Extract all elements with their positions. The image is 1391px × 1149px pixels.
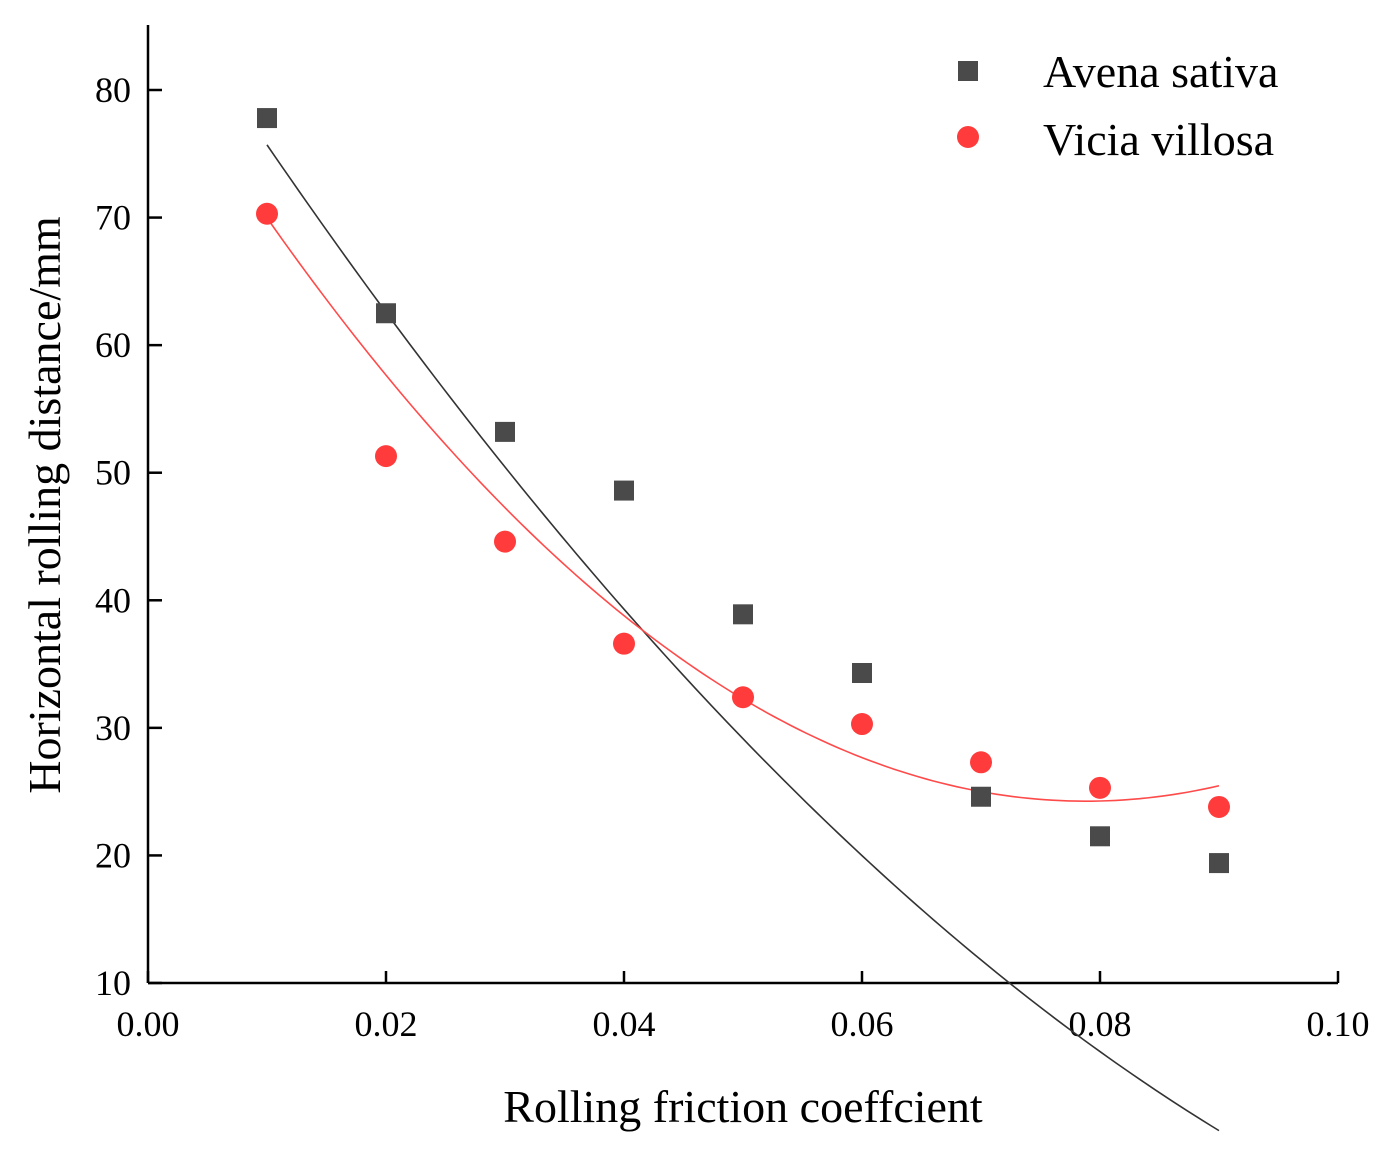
point-vicia-villosa [375, 445, 397, 468]
legend-label-vicia-villosa: Vicia villosa [1043, 114, 1274, 165]
point-vicia-villosa [732, 686, 754, 709]
point-avena-sativa [1090, 826, 1110, 847]
x-tick-label: 0.10 [1307, 1004, 1370, 1044]
y-tick-label: 50 [95, 453, 131, 493]
fit-curve-vicia-villosa [266, 217, 1220, 802]
y-tick-label: 80 [95, 70, 131, 110]
legend-label-avena-sativa: Avena sativa [1043, 46, 1278, 97]
chart-axes [146, 25, 1338, 985]
x-tick-label: 0.02 [355, 1004, 418, 1044]
point-vicia-villosa [494, 530, 516, 553]
x-axis-title: Rolling friction coeffcient [503, 1081, 983, 1132]
point-avena-sativa [376, 303, 396, 324]
point-avena-sativa [495, 421, 515, 442]
point-avena-sativa [733, 604, 753, 625]
point-avena-sativa [614, 480, 634, 501]
point-vicia-villosa [256, 202, 278, 225]
y-tick-label: 40 [95, 580, 131, 620]
y-tick-label: 30 [95, 708, 131, 748]
y-ticks: 10 20 30 40 50 60 70 80 [95, 70, 162, 1003]
legend-marker-vicia-villosa [957, 126, 979, 148]
y-tick-label: 10 [95, 963, 131, 1003]
point-avena-sativa [971, 786, 991, 807]
point-vicia-villosa [1089, 776, 1111, 799]
y-tick-label: 70 [95, 198, 131, 238]
x-tick-label: 0.08 [1069, 1004, 1132, 1044]
fit-curve-avena-sativa [266, 144, 1220, 1132]
point-vicia-villosa [970, 751, 992, 774]
point-vicia-villosa [613, 632, 635, 655]
y-axis-title: Horizontal rolling distance/mm [19, 216, 70, 794]
y-tick-label: 20 [95, 835, 131, 875]
point-vicia-villosa [1208, 795, 1230, 818]
x-tick-label: 0.00 [117, 1004, 180, 1044]
point-avena-sativa [257, 108, 277, 129]
legend: Avena sativa Vicia villosa [957, 46, 1278, 165]
point-avena-sativa [1209, 853, 1229, 874]
x-ticks: 0.00 0.02 0.04 0.06 0.08 0.10 [117, 971, 1370, 1044]
x-tick-label: 0.06 [831, 1004, 894, 1044]
x-tick-label: 0.04 [593, 1004, 656, 1044]
point-vicia-villosa [851, 713, 873, 736]
data-points [256, 108, 1230, 874]
y-tick-label: 60 [95, 325, 131, 365]
point-avena-sativa [852, 663, 872, 684]
legend-marker-avena-sativa [958, 61, 978, 81]
